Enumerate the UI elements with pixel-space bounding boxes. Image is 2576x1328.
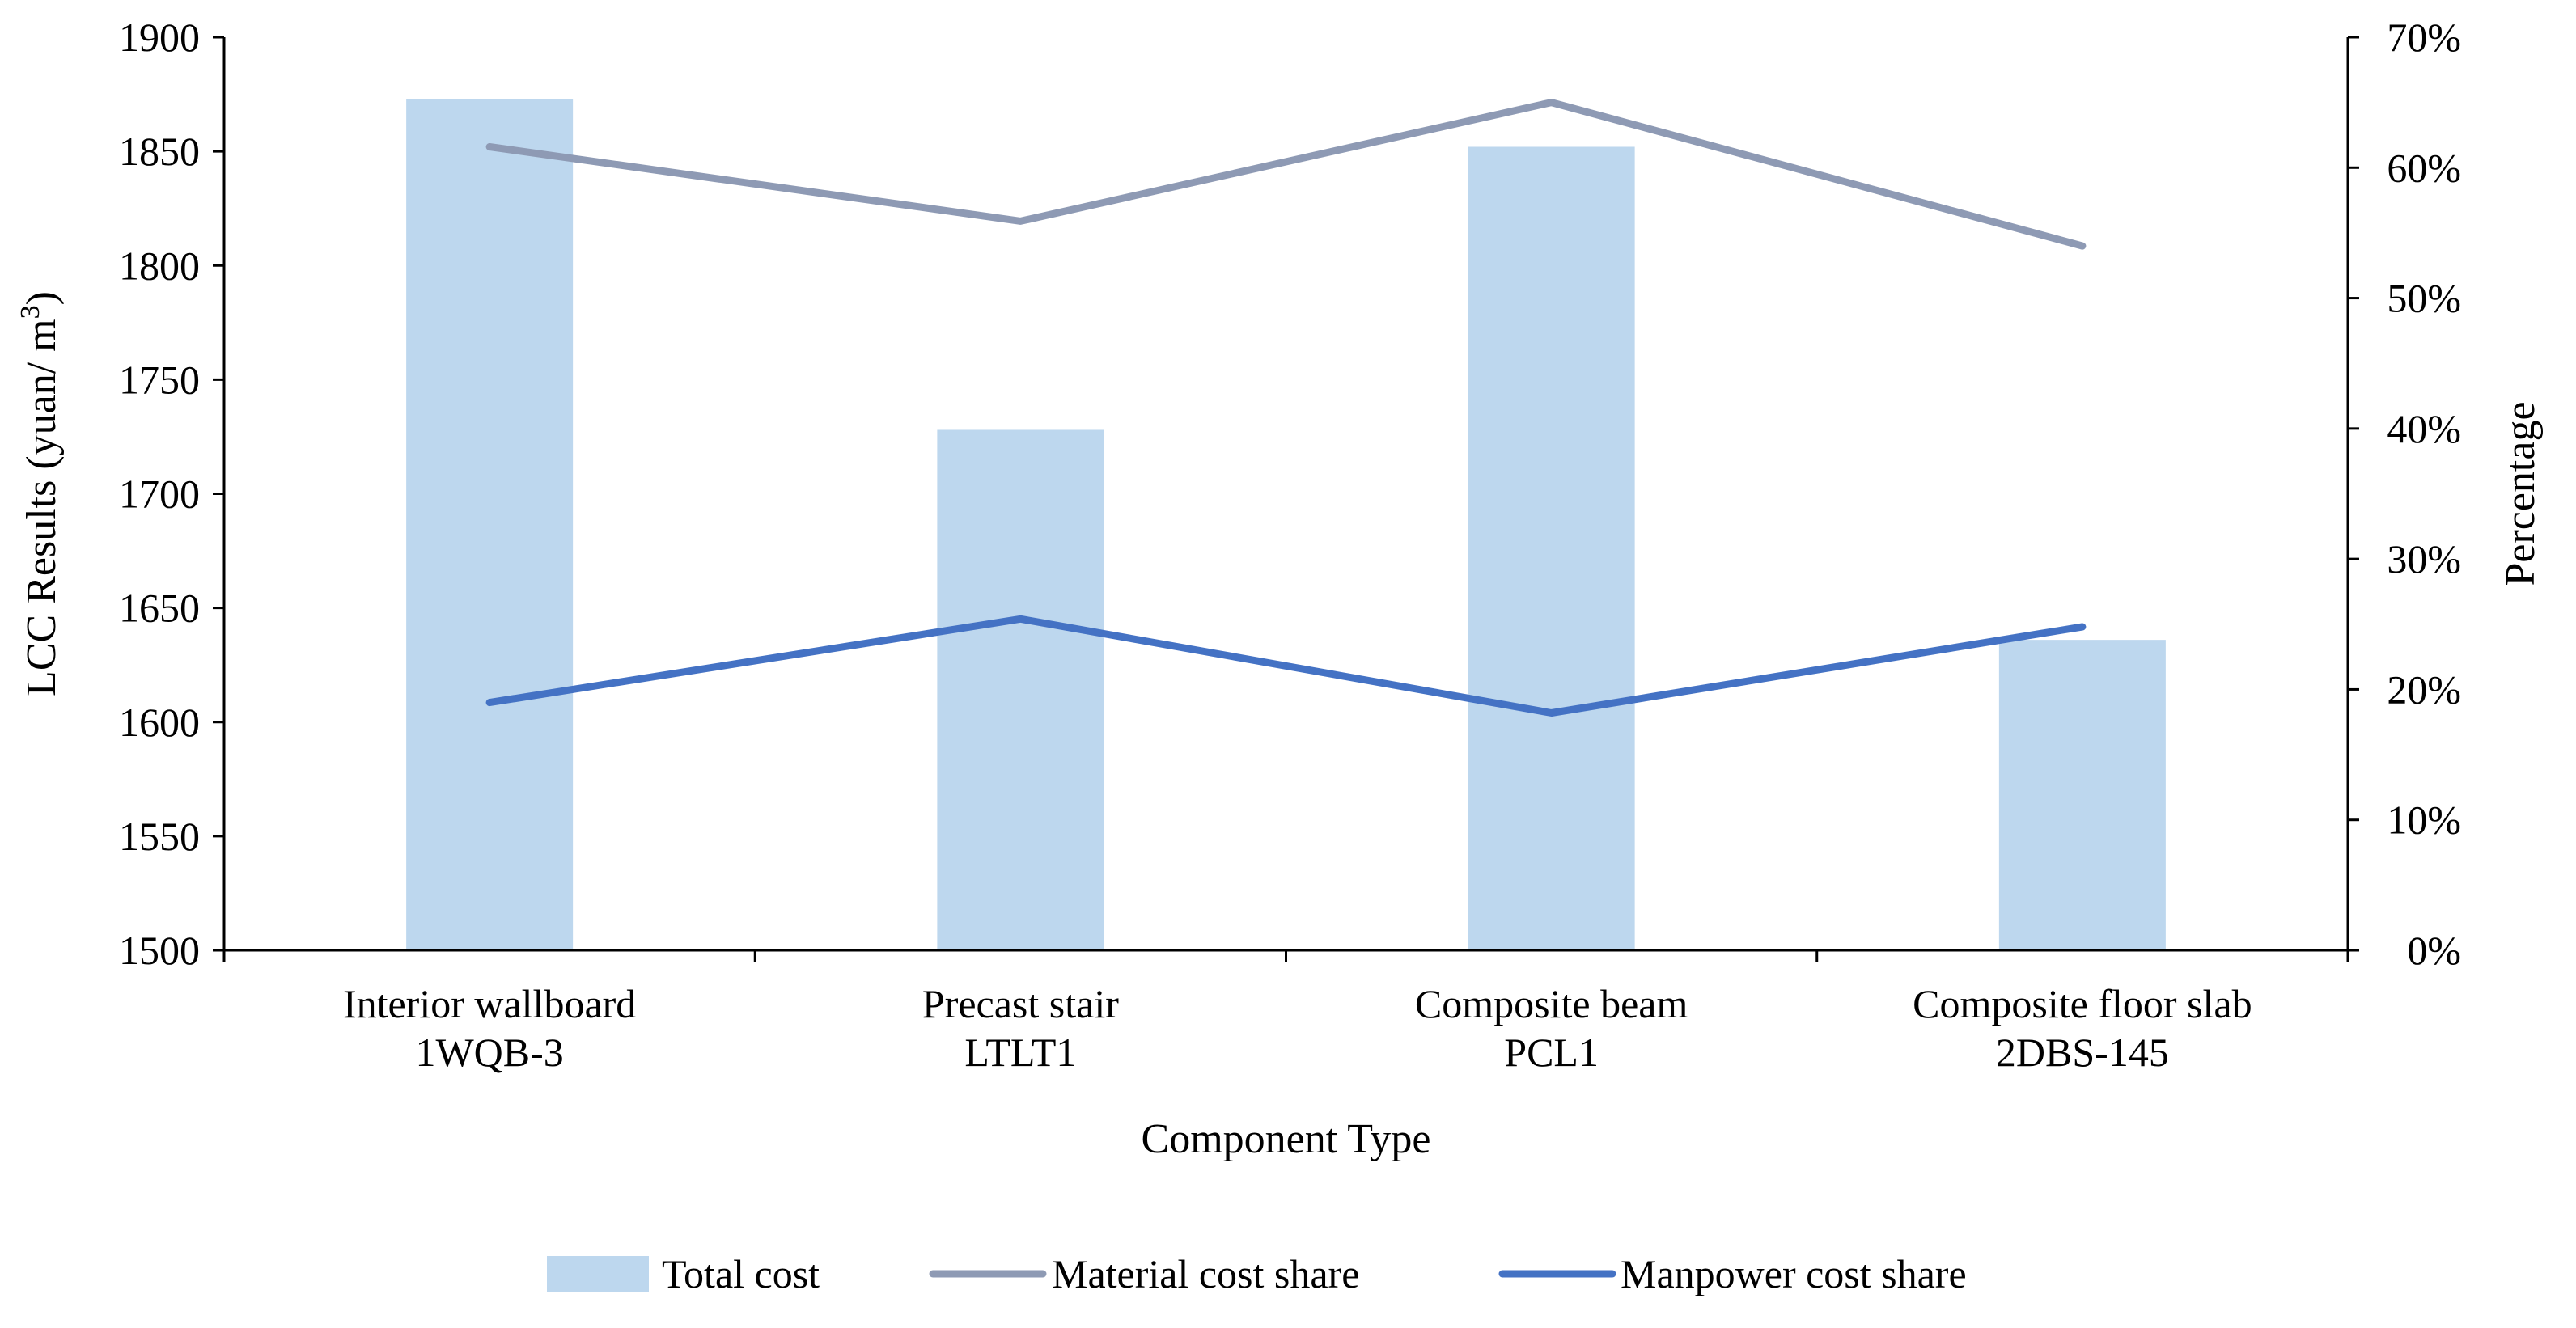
x-tick-label: 1WQB-3 bbox=[415, 1030, 563, 1075]
y-tick-label-left: 1900 bbox=[119, 15, 200, 60]
y-tick-label-left: 1800 bbox=[119, 243, 200, 288]
legend-swatch-total-cost bbox=[547, 1256, 649, 1292]
legend-label-manpower-cost-share: Manpower cost share bbox=[1621, 1251, 1967, 1296]
x-tick-label: Composite floor slab bbox=[1913, 981, 2252, 1026]
x-tick-label: LTLT1 bbox=[964, 1030, 1076, 1075]
y-tick-label-left: 1600 bbox=[119, 700, 200, 745]
y-tick-label-left: 1550 bbox=[119, 814, 200, 859]
bar-total-cost-3 bbox=[1468, 146, 1635, 951]
y-tick-label-left: 1850 bbox=[119, 129, 200, 174]
line-material-cost-share bbox=[485, 99, 2087, 250]
x-tick-label: Interior wallboard bbox=[343, 981, 636, 1026]
y-tick-label-left: 1750 bbox=[119, 357, 200, 402]
x-axis-title: Component Type bbox=[1142, 1116, 1431, 1162]
bar-total-cost-1 bbox=[406, 99, 574, 950]
bars-layer bbox=[406, 99, 2166, 951]
bar-total-cost-2 bbox=[937, 429, 1104, 950]
y-tick-label-right: 70% bbox=[2387, 15, 2461, 60]
y-tick-label-left: 1650 bbox=[119, 586, 200, 631]
y-tick-label-right: 60% bbox=[2387, 145, 2461, 190]
x-tick-label: Composite beam bbox=[1415, 981, 1688, 1026]
y-tick-label-right: 40% bbox=[2387, 406, 2461, 451]
y-tick-label-right: 0% bbox=[2407, 928, 2461, 973]
y-axis-title-left-close: ) bbox=[19, 291, 65, 305]
legend-label-total-cost: Total cost bbox=[662, 1251, 820, 1296]
legend: Total cost Material cost share Manpower co… bbox=[547, 1251, 1967, 1296]
y-axis-title-left: LCC Results (yuan/ m3) bbox=[15, 291, 65, 696]
legend-label-material-cost-share: Material cost share bbox=[1052, 1251, 1359, 1296]
y-axis-title-left-text: LCC Results (yuan/ m bbox=[19, 319, 65, 696]
y-tick-label-right: 20% bbox=[2387, 666, 2461, 712]
y-tick-label-right: 10% bbox=[2387, 797, 2461, 843]
y-tick-label-right: 30% bbox=[2387, 536, 2461, 582]
line-manpower-cost-share bbox=[485, 615, 2087, 717]
y-tick-label-left: 1700 bbox=[119, 472, 200, 517]
x-tick-label: PCL1 bbox=[1504, 1030, 1599, 1075]
y-tick-label-right: 50% bbox=[2387, 276, 2461, 321]
y-axis-title-left-superscript: 3 bbox=[15, 305, 45, 319]
lines-layer bbox=[485, 99, 2087, 717]
bar-total-cost-4 bbox=[1998, 640, 2166, 950]
labels-layer: 1500 1550 1600 1650 1700 1750 1800 1850 1900 0% 10… bbox=[15, 15, 2544, 1162]
axes-layer bbox=[213, 36, 2359, 962]
x-tick-label: 2DBS-145 bbox=[1996, 1030, 2169, 1075]
y-tick-label-left: 1500 bbox=[119, 928, 200, 973]
y-axis-title-right: Percentage bbox=[2498, 401, 2544, 586]
x-tick-label: Precast stair bbox=[922, 981, 1119, 1026]
